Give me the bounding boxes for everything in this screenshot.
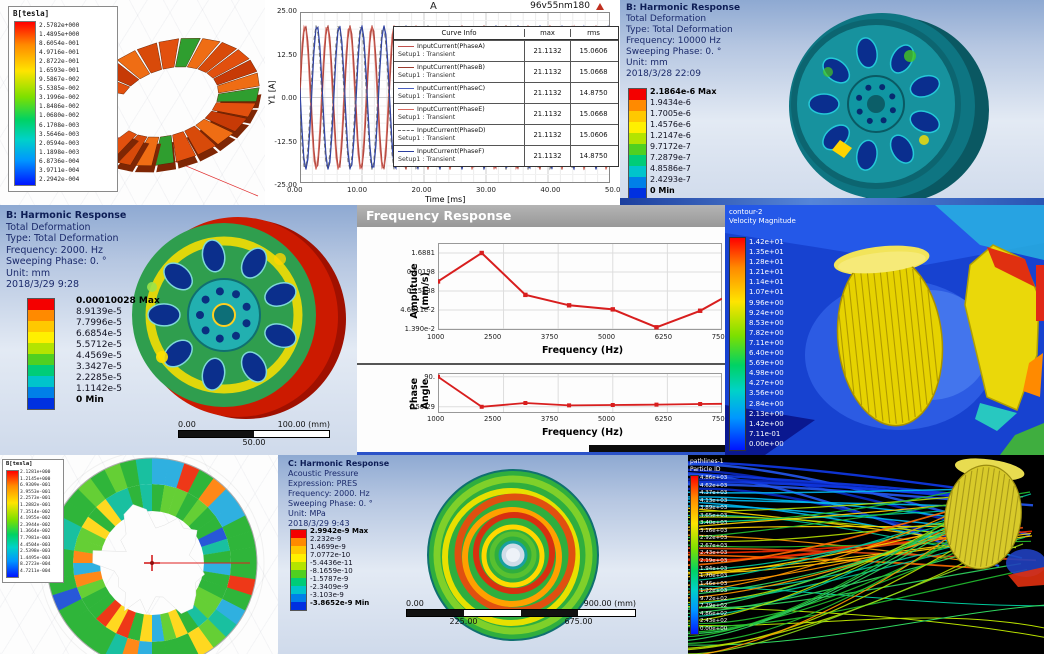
result-colorbar [27, 298, 55, 410]
result-legend-values: 2.1864e-6 Max 1.9434e-6 1.7005e-6 1.4576e-6… [650, 87, 717, 195]
ruler-max: 100.00 (mm) [277, 420, 330, 429]
panel-tesla-stator: B[tesla] 2.5782e+000 1.4895e+000 8.6054e-0… [0, 0, 265, 205]
amplitude-chart [438, 243, 722, 330]
tesla-legend-box-small: B[tesla] 2.1281e+000 1.2145e+000 6.9309e-0… [2, 459, 64, 583]
scale-ruler: 0.00 100.00 (mm) 50.00 [178, 420, 330, 447]
result-info-lines: Acoustic Pressure Expression: PRES Frequen… [288, 469, 373, 528]
stator-field-plot [19, 22, 262, 197]
curve-table-rows: InputCurrent(PhaseA) Setup1 : Transient 21… [394, 40, 618, 166]
pathlines-legend-values: 4.86e+03 4.62e+03 4.37e+03 4.13e+03 3.89e+03… [700, 475, 728, 632]
panel-cfd-velocity: contour-2 Velocity Magnitude 1.42e+01 1.35… [725, 205, 1044, 455]
amplitude-y-ticks: 1.6881 0.50198 0.15138 4.6011e-2 1.390e-2 [400, 249, 435, 333]
ruler-max: 900.00 (mm) [583, 599, 636, 608]
cfd-legend-title: contour-2 Velocity Magnitude [729, 208, 796, 225]
panel-harmonic-top-right: B: Harmonic Response Total Deformation Ty… [620, 0, 1044, 208]
plot-title: 96v55nm180 [530, 1, 590, 11]
curve-info-row: InputCurrent(PhaseC) Setup1 : Transient 21… [394, 82, 618, 103]
ruler-min: 0.00 [178, 420, 196, 429]
result-info-block: C: Harmonic Response Acoustic Pressure Ex… [288, 459, 389, 529]
frequency-axis-label-2: Frequency (Hz) [542, 427, 624, 438]
y-tick-labels: 25.00 12.50 0.00 -12.50 -25.00 [274, 7, 297, 189]
curve-info-row: InputCurrent(PhaseE) Setup1 : Transient 21… [394, 103, 618, 124]
pin-icon [596, 3, 604, 10]
legend-values: 2.1281e+000 1.2145e+000 6.9309e-001 3.9553e… [20, 470, 51, 574]
panel-frequency-response: Frequency Response Amplitude (mm/s) 1.68… [357, 205, 725, 455]
result-title: B: Harmonic Response [626, 3, 741, 13]
legend-title: B[tesla] [6, 461, 33, 467]
ruler-bar [406, 609, 636, 617]
cfd-contour-figure [725, 205, 1044, 455]
pathlines-colorbar [690, 475, 699, 635]
ruler-min: 0.00 [406, 599, 424, 608]
frequency-axis-label: Frequency (Hz) [542, 345, 624, 356]
plot-corner-label: A [430, 1, 437, 12]
panel-current-plot: A 96v55nm180 Y1 [A] 25.00 12.50 0.00 -12.50… [265, 0, 620, 205]
window-titlebar: Frequency Response [357, 205, 725, 227]
panel-pathlines: pathlines-1 Particle ID 4.86e+03 4.62e+03 4… [688, 455, 1044, 654]
deformed-wheel-figure [789, 13, 989, 203]
result-legend-values: 2.9942e-9 Max 2.232e-9 1.4699e-9 7.0772e-10… [310, 527, 370, 607]
result-info-lines: Total Deformation Type: Total Deformation… [626, 14, 733, 79]
panel-rotor-field: B[tesla] 2.1281e+000 1.2145e+000 6.9309e-0… [0, 455, 278, 654]
result-title: B: Harmonic Response [6, 210, 127, 221]
phase-x-ticks: 100025003750500062507500 [427, 415, 725, 423]
tesla-legend-box: B[tesla] 2.5782e+000 1.4895e+000 8.6054e-0… [8, 6, 118, 192]
window-title: Frequency Response [366, 208, 512, 223]
phase-y-ticks: 90. -150.29 [408, 373, 435, 411]
streamlines-figure [688, 461, 1044, 654]
window-divider-strip [620, 198, 1044, 208]
ruler-q3: 675.00 [564, 617, 593, 626]
x-axis-label: Time [ms] [425, 195, 466, 204]
colorbar [14, 21, 36, 186]
result-info-block: B: Harmonic Response Total Deformation Ty… [6, 210, 126, 291]
curve-info-row: InputCurrent(PhaseD) Setup1 : Transient 21… [394, 124, 618, 145]
curve-table-header: Curve Info max rms [394, 27, 618, 40]
result-colorbar [290, 529, 307, 611]
curve-info-row: InputCurrent(PhaseA) Setup1 : Transient 21… [394, 40, 618, 61]
amplitude-x-ticks: 100025003750500062507500 [427, 333, 725, 341]
curve-info-table: Curve Info max rms InputCurrent(PhaseA) S… [393, 26, 619, 167]
panel-acoustic-pressure: C: Harmonic Response Acoustic Pressure Ex… [278, 455, 688, 654]
deformed-wheel-figure [132, 217, 346, 419]
phase-chart [438, 373, 722, 413]
result-title: C: Harmonic Response [288, 459, 390, 468]
ruler-mid: 50.00 [242, 438, 266, 447]
cfd-legend-values: 1.42e+01 1.35e+01 1.28e+01 1.21e+01 1.14e+01… [749, 238, 784, 448]
taskbar-fragment [589, 445, 725, 452]
panel-harmonic-mid-left: B: Harmonic Response Total Deformation Ty… [0, 205, 357, 455]
ruler-q1: 225.00 [449, 617, 478, 626]
colorbar [6, 470, 19, 578]
result-legend-values: 0.00010028 Max 8.9139e-5 7.7996e-5 6.6854e-… [76, 296, 160, 405]
legend-values: 2.5782e+000 1.4895e+000 8.6054e-001 4.9716e… [39, 22, 80, 183]
rotor-field-figure [39, 455, 265, 654]
result-info-lines: Total Deformation Type: Total Deformation… [6, 221, 119, 291]
curve-info-row: InputCurrent(PhaseB) Setup1 : Transient 21… [394, 61, 618, 82]
result-info-block: B: Harmonic Response Total Deformation Ty… [626, 3, 740, 80]
scale-ruler: 0.00 900.00 (mm) 225.00 675.00 [406, 599, 636, 626]
pathlines-legend-title: pathlines-1 Particle ID [690, 458, 724, 473]
cfd-colorbar [729, 237, 746, 451]
legend-title: B[tesla] [13, 9, 50, 18]
curve-info-row: InputCurrent(PhaseF) Setup1 : Transient 21… [394, 145, 618, 166]
ruler-bar [178, 430, 330, 438]
result-colorbar [628, 88, 647, 200]
plot-divider [357, 363, 725, 365]
